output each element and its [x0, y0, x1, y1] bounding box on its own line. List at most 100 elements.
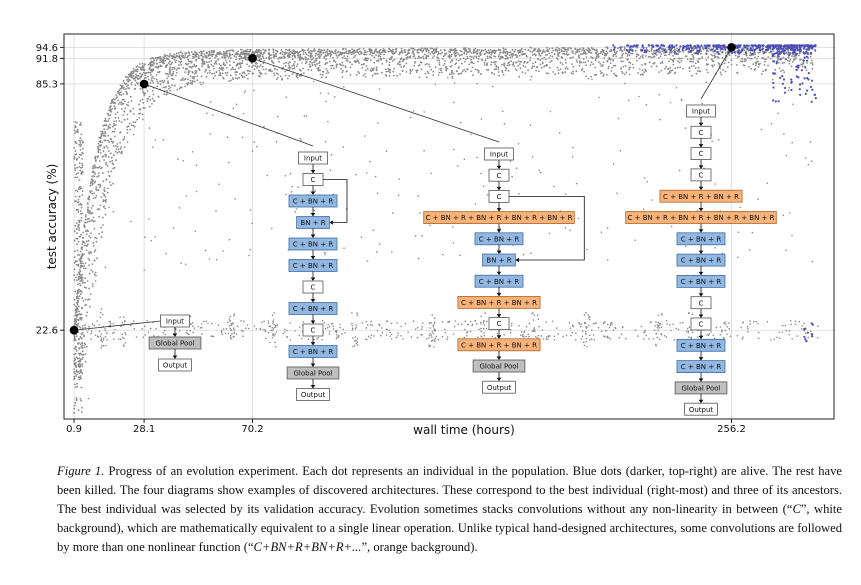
population-dot-3311: [517, 50, 519, 52]
population-dot-849: [711, 64, 713, 67]
population-dot-3535: [675, 87, 678, 89]
population-dot-4112: [634, 329, 637, 331]
population-dot-3080: [717, 57, 720, 59]
population-dot-3427: [78, 347, 80, 349]
population-dot-2388: [691, 53, 694, 56]
population-dot-1026: [590, 56, 592, 58]
population-dot-1175: [80, 291, 83, 293]
population-dot-3782: [242, 330, 244, 333]
population-dot-4021: [402, 338, 404, 340]
population-dot-1369: [98, 160, 101, 162]
population-dot-4394: [656, 324, 659, 326]
population-dot-3783: [742, 336, 744, 339]
population-dot-2518: [554, 48, 557, 51]
population-dot-310: [765, 58, 767, 61]
population-dot-2328: [89, 210, 91, 213]
population-dot-2256: [139, 68, 142, 71]
population-dot-806: [463, 52, 466, 55]
population-dot-3404: [617, 117, 620, 120]
population-dot-4438: [77, 240, 80, 243]
population-dot-446: [103, 190, 106, 193]
population-dot-1404: [786, 59, 789, 62]
population-dot-377: [205, 75, 208, 78]
population-dot-2067: [456, 70, 458, 72]
population-dot-292: [470, 58, 472, 61]
population-dot-1719: [240, 56, 243, 58]
population-dot-124: [322, 73, 324, 76]
population-dot-2614: [351, 50, 354, 53]
population-dot-4973: [775, 45, 778, 48]
population-dot-214: [743, 60, 746, 63]
population-dot-3422: [760, 128, 763, 131]
population-dot-4058: [337, 336, 340, 338]
population-dot-2831: [787, 49, 790, 52]
population-dot-2370: [524, 52, 526, 55]
population-dot-1356: [163, 53, 166, 56]
population-dot-2550: [349, 74, 352, 76]
population-dot-1727: [453, 49, 456, 51]
population-dot-3288: [132, 75, 135, 77]
population-dot-680: [566, 67, 569, 70]
population-dot-2852: [531, 67, 533, 69]
population-dot-1951: [696, 59, 699, 62]
population-dot-550: [426, 63, 428, 65]
population-dot-1531: [603, 57, 606, 60]
population-dot-3787: [758, 337, 760, 340]
population-dot-2538: [101, 141, 104, 144]
population-dot-2758: [157, 56, 160, 59]
population-dot-3461: [182, 160, 184, 162]
population-dot-1714: [754, 56, 756, 59]
population-dot-840: [697, 70, 699, 72]
population-dot-2977: [79, 397, 82, 400]
population-dot-2928: [122, 88, 125, 90]
population-dot-4418: [686, 327, 689, 330]
population-dot-4165: [520, 331, 523, 333]
population-dot-4305: [357, 344, 359, 346]
population-dot-3189: [309, 55, 312, 58]
population-dot-3883: [728, 322, 730, 324]
population-dot-4220: [98, 330, 101, 333]
population-dot-2790: [410, 47, 413, 50]
population-dot-2051: [441, 51, 444, 54]
population-dot-184: [123, 82, 126, 84]
population-dot-3511: [285, 193, 287, 196]
population-dot-2944: [614, 53, 617, 56]
population-dot-1211: [781, 62, 784, 64]
population-dot-453: [497, 68, 500, 71]
population-dot-3882: [326, 326, 329, 329]
population-dot-4390: [655, 343, 657, 346]
population-dot-728: [462, 48, 465, 50]
population-dot-3281: [109, 123, 112, 126]
population-dot-2891: [75, 297, 78, 300]
population-dot-3171: [148, 68, 151, 70]
population-dot-3466: [319, 50, 322, 53]
population-dot-350: [409, 72, 412, 75]
population-dot-1842: [99, 183, 101, 186]
population-dot-4660: [78, 229, 80, 232]
population-dot-2466: [763, 58, 766, 60]
population-dot-3568: [312, 80, 315, 83]
population-dot-804: [423, 47, 426, 50]
population-dot-4340: [485, 327, 488, 330]
population-dot-3575: [651, 53, 653, 55]
population-dot-4268: [229, 315, 231, 318]
population-dot-979: [564, 59, 567, 61]
population-dot-2377: [127, 104, 130, 107]
population-dot-654: [494, 55, 497, 58]
population-dot-93: [102, 192, 104, 195]
population-dot-3533: [138, 116, 140, 119]
population-dot-3866: [220, 330, 223, 332]
population-dot-1864: [489, 56, 492, 59]
population-dot-2585: [141, 74, 143, 76]
population-dot-3767: [444, 328, 446, 331]
population-dot-1776: [515, 61, 517, 64]
population-dot-3319: [377, 55, 380, 58]
population-dot-887: [395, 50, 397, 53]
population-dot-997: [94, 157, 96, 160]
population-dot-3572: [456, 165, 459, 167]
population-dot-2048: [180, 58, 182, 60]
population-dot-3052: [320, 49, 323, 52]
population-dot-3015: [76, 385, 79, 388]
population-dot-1252: [81, 358, 84, 360]
population-dot-3975: [483, 332, 485, 334]
